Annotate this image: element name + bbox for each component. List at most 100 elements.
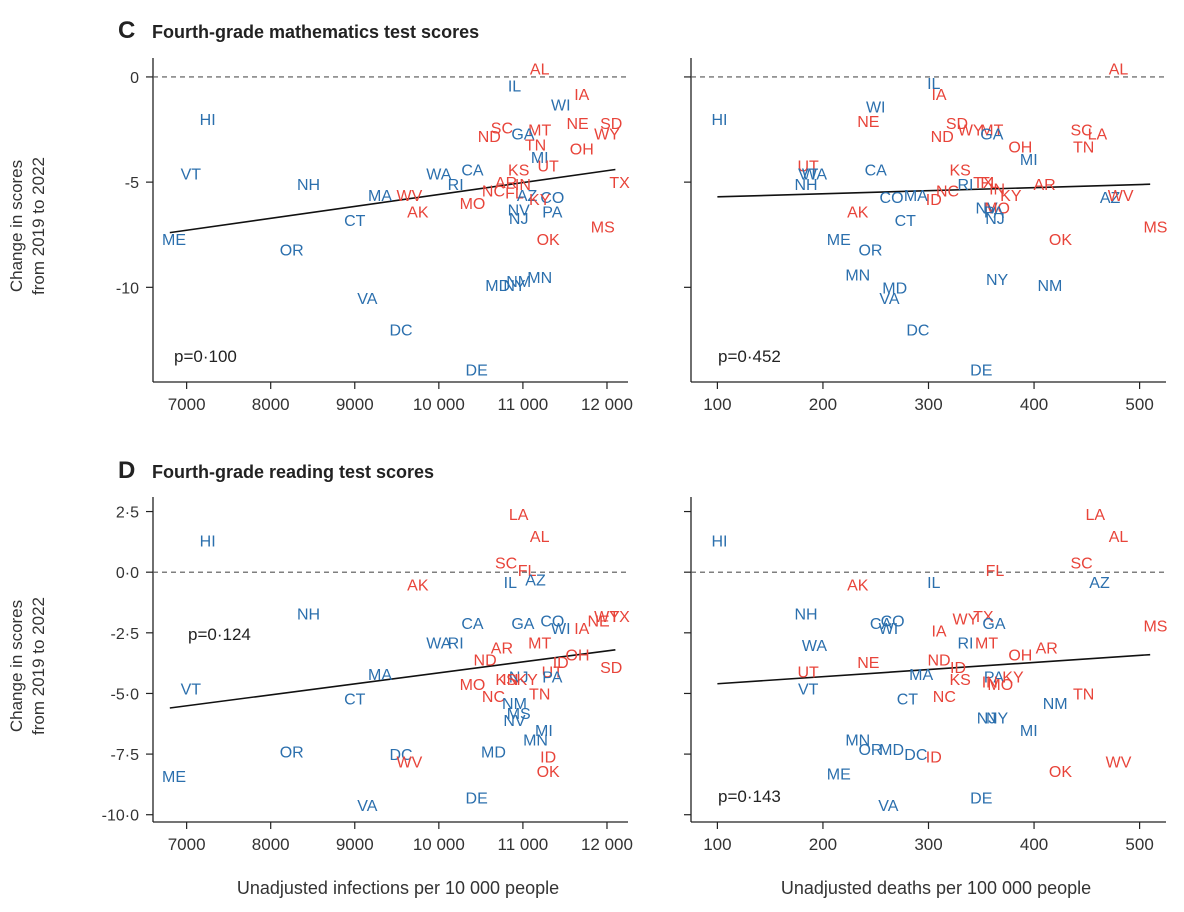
point-label-nj: NJ [509,211,529,228]
point-label-nh: NH [795,606,818,623]
point-label-dc: DC [389,322,412,339]
point-label-nc: NC [482,689,505,706]
point-label-nj: NJ [977,711,997,728]
point-label-ia: IA [931,623,946,640]
point-label-in: IN [982,674,998,691]
point-label-co: CO [880,190,904,207]
point-label-in: IN [515,177,531,194]
point-label-id: ID [950,660,966,677]
p-value-label: p=0·124 [188,625,251,644]
point-label-mn: MN [523,733,548,750]
panel-letter-d: D [118,457,135,484]
point-label-wv: WV [397,754,423,771]
point-label-ak: AK [407,205,429,222]
point-label-me: ME [827,766,851,783]
point-label-or: OR [280,745,304,762]
point-label-ms: MS [507,706,531,723]
point-label-la: LA [1088,127,1108,144]
x-tick-label: 300 [914,395,942,414]
point-label-ky: KY [529,192,551,209]
point-label-de: DE [970,791,992,808]
point-label-ms: MS [591,219,615,236]
ylabel-d-line1: Change in scores [7,600,26,732]
point-label-ut: UT [542,665,564,682]
y-tick-label: -10·0 [102,808,139,825]
point-label-ia: IA [574,87,589,104]
point-label-nm: NM [502,696,527,713]
point-label-wi: WI [551,621,571,638]
point-label-mn: MN [527,270,552,287]
point-label-ak: AK [407,577,429,594]
x-tick-label: 400 [1020,395,1048,414]
point-label-wv: WV [1108,188,1134,205]
point-label-fl: FL [980,175,999,192]
point-label-sd: SD [600,116,622,133]
point-label-mi: MI [531,150,549,167]
point-label-ga: GA [511,127,534,144]
point-label-ks: KS [495,672,516,689]
point-label-nd: ND [931,129,954,146]
point-label-ct: CT [897,691,919,708]
point-label-nj: NJ [985,211,1005,228]
point-label-mt: MT [528,123,551,140]
point-label-ga: GA [511,616,534,633]
point-label-ny: NY [503,278,526,295]
point-label-vt: VT [181,682,202,699]
x-tick-label: 11 000 [498,395,549,414]
point-label-va: VA [878,798,898,815]
y-tick-label: 0 [130,70,139,87]
point-label-mn: MN [845,268,870,285]
x-tick-label: 7000 [168,395,206,414]
point-label-id: ID [926,750,942,767]
x-tick-label: 400 [1020,835,1048,854]
x-tick-label: 100 [703,395,731,414]
point-label-oh: OH [566,648,590,665]
point-label-nv: NV [508,202,531,219]
panel-title-c: Fourth-grade mathematics test scores [152,22,479,42]
point-label-wy: WY [594,127,620,144]
point-label-mt: MT [980,123,1003,140]
point-label-ky: KY [1002,669,1024,686]
point-label-me: ME [827,232,851,249]
point-label-hi: HI [200,534,216,551]
point-label-wv: WV [1106,754,1132,771]
point-label-nj: NJ [509,669,529,686]
point-label-ak: AK [847,205,869,222]
point-label-md: MD [481,745,506,762]
point-label-ri: RI [448,636,464,653]
point-label-md: MD [882,280,907,297]
point-label-or: OR [858,742,882,759]
point-label-ar: AR [491,640,513,657]
point-label-nv: NV [503,713,526,730]
point-label-ma: MA [904,188,928,205]
point-label-wv: WV [397,188,423,205]
point-label-ky: KY [516,672,538,689]
point-label-ia: IA [931,87,946,104]
point-label-ok: OK [1049,232,1072,249]
point-label-tn: TN [1073,139,1094,156]
point-label-mo: MO [460,677,486,694]
point-label-al: AL [1109,62,1129,79]
point-label-nh: NH [795,177,818,194]
point-label-pa: PA [542,205,562,222]
point-label-ct: CT [895,213,917,230]
point-label-oh: OH [570,141,594,158]
point-label-nm: NM [1037,278,1062,295]
point-label-ok: OK [1049,764,1072,781]
plot-c-infections: 0 -5 -10 7000 8000 9000 10 000 11 000 12 000 AL IL… [116,58,633,414]
point-label-oh: OH [1008,139,1032,156]
point-label-nc: NC [933,689,956,706]
point-label-de: DE [466,362,488,379]
point-label-al: AL [530,529,550,546]
ylabel-c-line1: Change in scores [7,160,26,292]
point-label-me: ME [162,232,186,249]
point-label-vt: VT [181,167,202,184]
point-label-ok: OK [537,764,560,781]
point-label-de: DE [466,791,488,808]
point-label-ne: NE [857,114,879,131]
point-label-sc: SC [495,555,517,572]
point-label-nc: NC [936,184,959,201]
